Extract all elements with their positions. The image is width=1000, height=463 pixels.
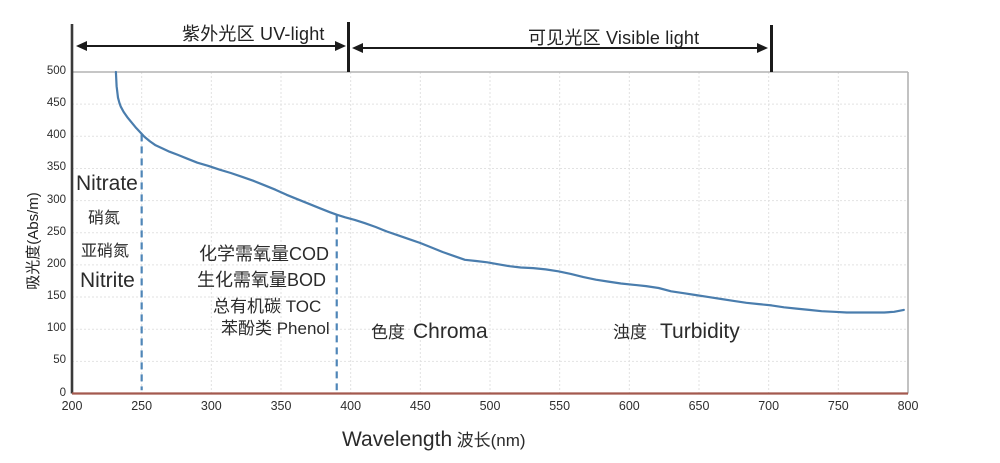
x-tick-label: 800 <box>897 398 919 413</box>
annotation-nitrate: Nitrate <box>76 172 138 195</box>
y-tick-label: 100 <box>46 322 66 335</box>
x-tick-label: 400 <box>340 398 362 413</box>
x-tick-label: 600 <box>618 398 640 413</box>
y-tick-label: 250 <box>46 225 66 238</box>
annotation-toc: 总有机碳 TOC <box>213 297 322 316</box>
x-tick-label: 350 <box>270 398 292 413</box>
region-divider-400nm <box>347 22 350 72</box>
x-tick-label: 700 <box>758 398 780 413</box>
visible-region-label: 可见光区 Visible light <box>528 28 700 48</box>
x-tick-label: 550 <box>549 398 571 413</box>
x-axis-title-en: Wavelength <box>342 428 453 451</box>
absorbance-curve <box>114 70 905 314</box>
y-tick-label: 0 <box>59 386 66 399</box>
x-tick-label: 450 <box>409 398 431 413</box>
annotation-chroma: 色度 Chroma <box>371 318 488 344</box>
arrow-shaft <box>85 45 337 48</box>
arrow-shaft <box>361 47 759 50</box>
annotation-cod: 化学需氧量COD <box>199 244 329 264</box>
x-tick-label: 200 <box>61 398 83 413</box>
y-tick-label: 50 <box>53 354 66 367</box>
annotation-phenol: 苯酚类 Phenol <box>221 319 330 338</box>
annotation-bod: 生化需氧量BOD <box>197 270 327 290</box>
y-tick-label: 500 <box>46 65 66 77</box>
annotation-chroma-zh: 色度 <box>371 323 405 342</box>
x-axis-title: Wavelength 波长(nm) <box>342 426 526 452</box>
region-divider-700nm <box>770 25 773 72</box>
arrow-left-icon <box>352 43 363 53</box>
x-axis-title-zh: 波长(nm) <box>456 431 526 450</box>
y-tick-label: 450 <box>46 97 66 110</box>
arrow-left-icon <box>76 41 87 51</box>
annotation-nitrite-zh: 亚硝氮 <box>81 243 130 260</box>
y-tick-label: 350 <box>46 161 66 174</box>
y-tick-label: 150 <box>46 290 66 303</box>
uv-region-label: 紫外光区 UV-light <box>182 24 325 44</box>
annotation-turbidity: 浊度 Turbidity <box>613 318 740 344</box>
annotation-turbidity-en: Turbidity <box>660 320 740 343</box>
y-tick-label: 300 <box>46 193 66 206</box>
x-tick-label: 750 <box>827 398 849 413</box>
y-tick-label: 200 <box>46 257 66 270</box>
annotation-turbidity-zh: 浊度 <box>613 323 647 342</box>
y-tick-label: 400 <box>46 129 66 142</box>
annotation-nitrite: Nitrite <box>80 269 135 292</box>
annotation-chroma-en: Chroma <box>413 320 488 343</box>
x-tick-label: 500 <box>479 398 501 413</box>
x-tick-label: 250 <box>131 398 153 413</box>
x-tick-label: 650 <box>688 398 710 413</box>
arrow-right-icon <box>335 41 346 51</box>
x-tick-label: 300 <box>200 398 222 413</box>
arrow-right-icon <box>757 43 768 53</box>
annotation-nitrate-zh: 硝氮 <box>88 210 121 227</box>
